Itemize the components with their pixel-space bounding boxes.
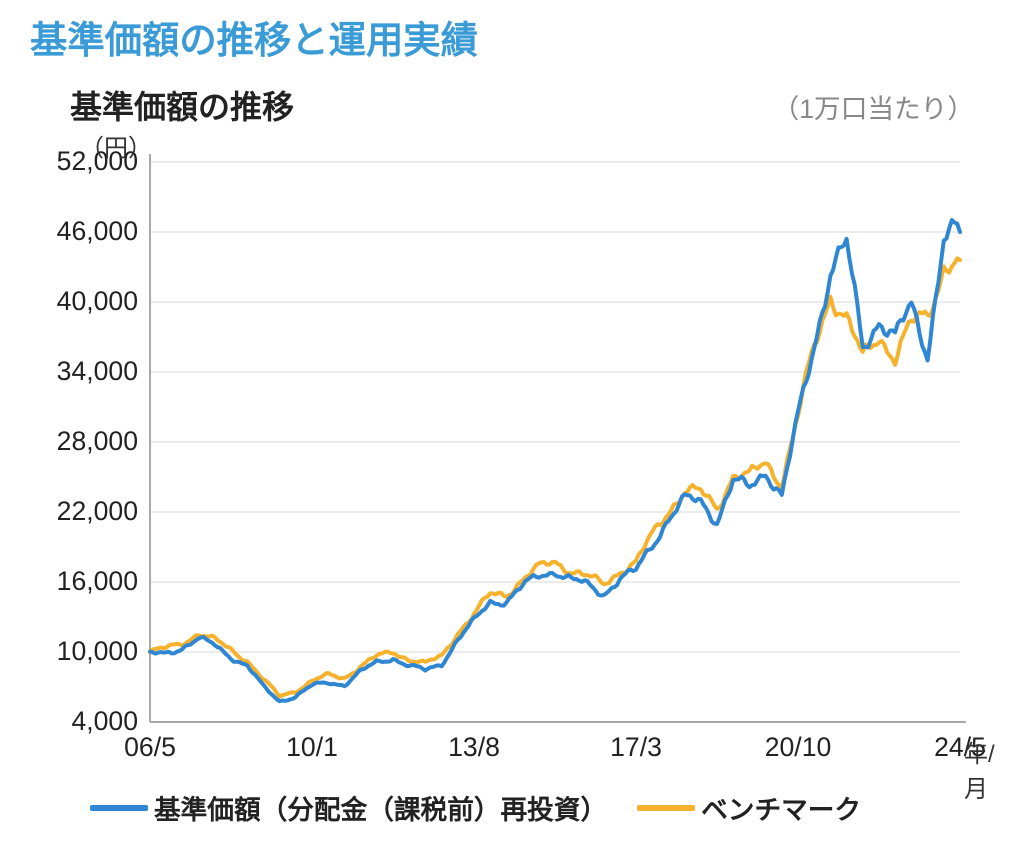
legend-item: 基準価額（分配金（課税前）再投資） bbox=[90, 788, 607, 827]
y-tick-label: 28,000 bbox=[57, 426, 138, 456]
x-tick-label: 17/3 bbox=[610, 732, 662, 762]
legend-swatch bbox=[637, 805, 695, 811]
line-chart: 4,00010,00016,00022,00028,00034,00040,00… bbox=[30, 142, 990, 782]
chart-subheader: 基準価額の推移 （1万口当たり） bbox=[30, 82, 994, 128]
series-line-nav bbox=[150, 220, 960, 701]
y-tick-label: 10,000 bbox=[57, 636, 138, 666]
x-tick-label: 10/1 bbox=[286, 732, 338, 762]
legend-label: 基準価額（分配金（課税前）再投資） bbox=[154, 788, 607, 827]
legend-swatch bbox=[90, 805, 148, 811]
legend-label: ベンチマーク bbox=[701, 788, 861, 827]
per-unit-note: （1万口当たり） bbox=[773, 87, 974, 126]
y-axis-unit-label: （円） bbox=[80, 128, 152, 163]
y-tick-label: 40,000 bbox=[57, 286, 138, 316]
y-tick-label: 46,000 bbox=[57, 216, 138, 246]
x-tick-label: 13/8 bbox=[448, 732, 500, 762]
series-line-benchmark bbox=[150, 258, 960, 696]
y-tick-label: 16,000 bbox=[57, 566, 138, 596]
legend-item: ベンチマーク bbox=[637, 788, 861, 827]
chart-area: （円） 4,00010,00016,00022,00028,00034,0004… bbox=[30, 142, 994, 782]
x-tick-label: 20/10 bbox=[765, 732, 832, 762]
y-tick-label: 22,000 bbox=[57, 496, 138, 526]
y-tick-label: 34,000 bbox=[57, 356, 138, 386]
page-title: 基準価額の推移と運用実績 bbox=[30, 10, 994, 64]
legend: 基準価額（分配金（課税前）再投資） ベンチマーク bbox=[30, 788, 994, 827]
x-tick-label: 06/5 bbox=[124, 732, 176, 762]
chart-title: 基準価額の推移 bbox=[70, 82, 294, 128]
